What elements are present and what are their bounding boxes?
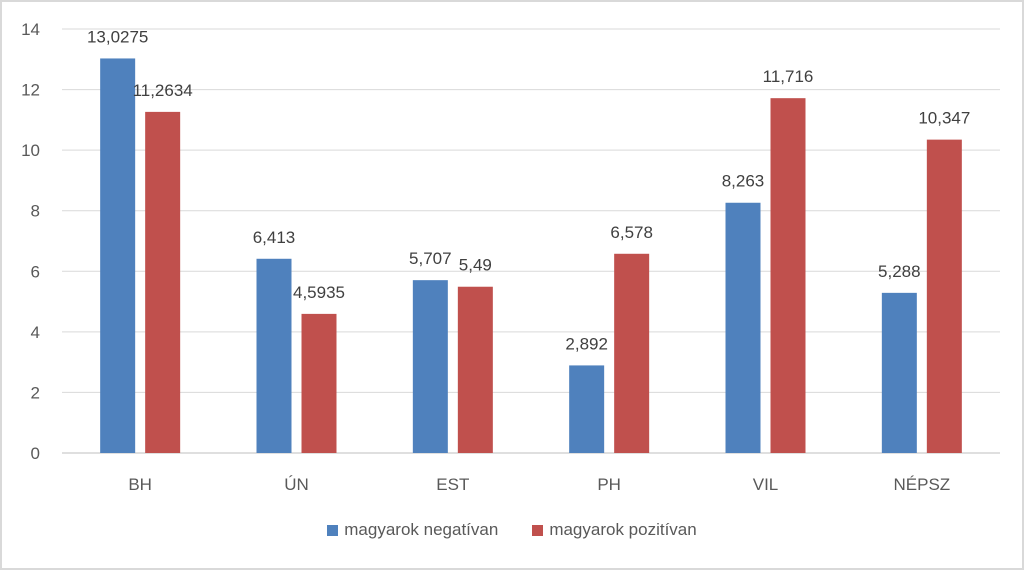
data-label: 6,413 xyxy=(253,228,296,247)
data-label: 5,707 xyxy=(409,249,452,268)
bar-negative xyxy=(881,292,917,453)
y-tick-label: 0 xyxy=(31,444,40,463)
y-tick-label: 2 xyxy=(31,383,40,402)
legend-item-negative: magyarok negatívan xyxy=(327,520,498,540)
data-label: 8,263 xyxy=(722,172,765,191)
x-tick-label: BH xyxy=(128,475,152,494)
x-tick-label: NÉPSZ xyxy=(893,475,950,494)
data-label: 2,892 xyxy=(565,334,608,353)
y-tick-label: 14 xyxy=(21,20,40,39)
data-label: 10,347 xyxy=(918,109,970,128)
data-label: 4,5935 xyxy=(293,283,345,302)
bar-chart: 0 2 4 6 8 10 12 14 BH 13,0275 11,2634 ÚN 6,413 4,5935… xyxy=(21,20,1000,494)
x-tick-label: EST xyxy=(436,475,469,494)
bar-positive xyxy=(770,98,806,453)
data-label: 5,288 xyxy=(878,262,921,281)
legend-item-positive: magyarok pozitívan xyxy=(532,520,697,540)
legend-label-negative: magyarok negatívan xyxy=(344,520,499,539)
y-tick-label: 10 xyxy=(21,141,40,160)
data-label: 5,49 xyxy=(459,256,492,275)
bar-negative xyxy=(100,58,136,454)
x-tick-label: ÚN xyxy=(284,475,309,494)
data-label: 13,0275 xyxy=(87,27,148,46)
y-tick-label: 12 xyxy=(21,81,40,100)
bar-positive xyxy=(926,139,962,453)
y-tick-label: 6 xyxy=(31,262,40,281)
data-label: 11,2634 xyxy=(133,81,193,100)
bar-negative xyxy=(256,258,292,453)
legend-label-positive: magyarok pozitívan xyxy=(549,520,697,539)
x-tick-label: PH xyxy=(597,475,621,494)
bar-negative xyxy=(725,202,761,453)
bar-negative xyxy=(412,280,448,453)
data-label: 11,716 xyxy=(763,67,814,86)
y-tick-label: 4 xyxy=(31,323,40,342)
bar-positive xyxy=(145,111,181,453)
bar-positive xyxy=(457,286,493,453)
bar-positive xyxy=(614,253,650,453)
bar-positive xyxy=(301,313,337,453)
data-label: 6,578 xyxy=(610,223,653,242)
legend-swatch-negative xyxy=(327,524,339,536)
y-tick-label: 8 xyxy=(31,202,40,221)
legend-swatch-positive xyxy=(532,524,544,536)
x-tick-label: VIL xyxy=(753,475,779,494)
legend: magyarok negatívan magyarok pozitívan xyxy=(0,520,1024,540)
bar-negative xyxy=(569,365,605,453)
